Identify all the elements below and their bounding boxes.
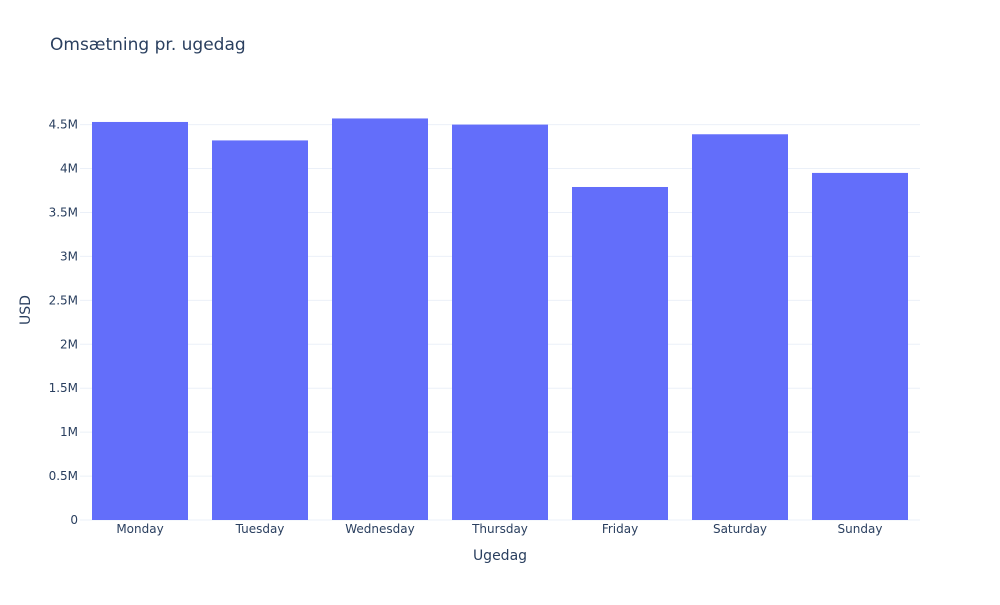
x-tick-label: Monday	[116, 522, 163, 536]
x-tick-label: Tuesday	[235, 522, 285, 536]
bars	[92, 118, 908, 521]
y-tick-label: 4.5M	[49, 118, 78, 132]
y-axis-ticks: 0 0.5M 1M 1.5M 2M 2.5M 3M 3.5M 4M 4.5M	[49, 118, 78, 527]
y-tick-label: 4M	[60, 162, 78, 176]
y-tick-label: 1.5M	[49, 381, 78, 395]
bar-saturday[interactable]	[692, 134, 788, 521]
bar-tuesday[interactable]	[212, 140, 308, 521]
y-tick-label: 2M	[60, 337, 78, 351]
x-tick-label: Friday	[602, 522, 638, 536]
x-tick-label: Thursday	[471, 522, 528, 536]
y-tick-label: 0	[70, 513, 78, 527]
bar-monday[interactable]	[92, 121, 188, 521]
y-tick-label: 3.5M	[49, 205, 78, 219]
x-tick-label: Sunday	[838, 522, 883, 536]
y-axis-title: USD	[18, 295, 34, 325]
bar-friday[interactable]	[572, 186, 668, 521]
bar-sunday[interactable]	[812, 172, 908, 520]
x-tick-label: Wednesday	[345, 522, 414, 536]
y-tick-label: 1M	[60, 425, 78, 439]
x-axis-ticks: Monday Tuesday Wednesday Thursday Friday Satu…	[116, 522, 882, 536]
x-tick-label: Saturday	[713, 522, 767, 536]
y-tick-label: 2.5M	[49, 293, 78, 307]
bar-wednesday[interactable]	[332, 118, 428, 521]
bar-thursday[interactable]	[452, 124, 548, 520]
y-tick-label: 0.5M	[49, 469, 78, 483]
y-tick-label: 3M	[60, 249, 78, 263]
chart-title: Omsætning pr. ugedag	[50, 35, 246, 55]
x-axis-title: Ugedag	[473, 548, 527, 564]
